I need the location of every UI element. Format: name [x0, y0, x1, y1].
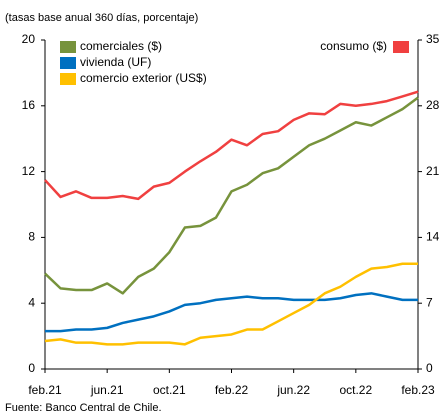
source-note: Fuente: Banco Central de Chile. — [5, 402, 162, 414]
y-tick-label: 8 — [28, 230, 35, 244]
legend-label: comercio exterior (US$) — [80, 71, 207, 85]
x-tick-label: feb.23 — [401, 383, 435, 397]
legend-swatch — [393, 41, 409, 53]
y-tick-label: 20 — [22, 32, 36, 46]
x-tick-label: jun.22 — [276, 383, 310, 397]
x-tick-label: oct.21 — [153, 383, 186, 397]
series-line — [44, 262, 418, 346]
y-tick-label: 12 — [22, 164, 36, 178]
series-line — [45, 292, 418, 333]
y-tick-label: 0 — [28, 361, 35, 375]
y2-tick-label: 14 — [426, 230, 440, 244]
x-tick-label: feb.22 — [215, 383, 249, 397]
y-tick-label: 16 — [22, 98, 36, 112]
y2-tick-label: 35 — [426, 32, 440, 46]
x-tick-label: jun.21 — [90, 383, 124, 397]
chart-subtitle: (tasas base anual 360 días, porcentaje) — [5, 12, 198, 24]
legend-label: comerciales ($) — [80, 39, 162, 53]
legend-swatch — [60, 57, 76, 69]
y2-tick-label: 0 — [426, 361, 433, 375]
y2-tick-label: 21 — [426, 164, 440, 178]
legend-swatch — [60, 73, 76, 85]
legend-label: vivienda (UF) — [80, 55, 151, 69]
y-tick-label: 4 — [28, 295, 35, 309]
y2-tick-label: 7 — [426, 295, 433, 309]
y2-tick-label: 28 — [426, 98, 440, 112]
series-line — [44, 96, 419, 295]
legend-label: consumo ($) — [320, 39, 387, 53]
legend-swatch — [60, 41, 76, 53]
series-line — [44, 90, 419, 201]
x-tick-label: feb.21 — [28, 383, 62, 397]
x-tick-label: oct.22 — [339, 383, 372, 397]
